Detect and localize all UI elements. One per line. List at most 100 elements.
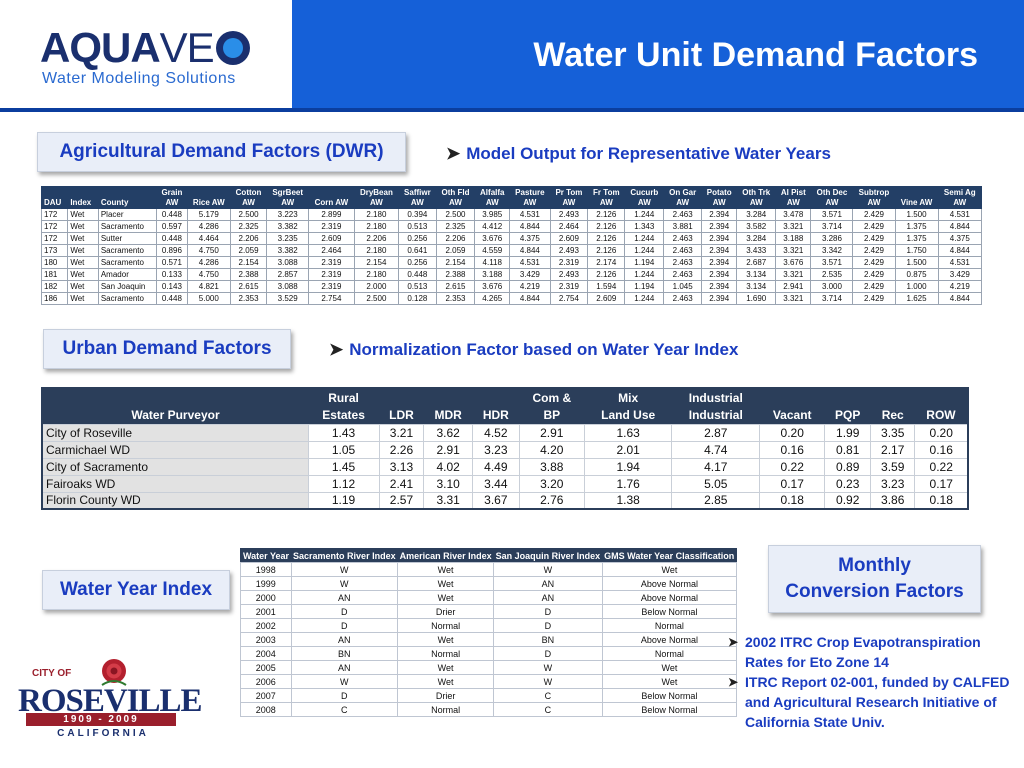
logo-bold-text: AQUA xyxy=(40,24,161,71)
table-cell: Below Normal xyxy=(601,688,738,703)
table-cell: 2.687 xyxy=(736,256,777,269)
table-cell: 2.394 xyxy=(701,256,738,269)
urban-table: Rural Com & Mix Industrial Water Purveyor Es… xyxy=(41,387,969,510)
column-header-line: Index xyxy=(70,198,92,207)
column-header: Index xyxy=(67,186,99,209)
logo-thin-text: VE xyxy=(159,24,215,71)
column-header-line: AW xyxy=(485,198,499,207)
table-cell: D xyxy=(290,688,399,703)
table-cell: 2.464 xyxy=(308,244,355,257)
column-header xyxy=(472,388,520,406)
column-header: County xyxy=(97,186,158,209)
column-header-line: Potato xyxy=(706,188,732,197)
table-cell: 1.594 xyxy=(587,280,626,293)
table-cell: 0.641 xyxy=(398,244,437,257)
table-cell: C xyxy=(493,702,603,717)
table-cell: 0.20 xyxy=(759,423,826,442)
table-cell: 2.463 xyxy=(663,256,703,269)
column-header-line: Vine AW xyxy=(900,198,933,207)
table-cell: 2.463 xyxy=(663,292,703,305)
column-header xyxy=(759,388,825,406)
table-row: 172 Wet Sutter 0.448 4.464 2.206 3.235 2.609 2.2… xyxy=(40,232,983,245)
table-cell: 1.12 xyxy=(307,474,380,493)
table-cell: W xyxy=(493,562,603,577)
table-cell: 2007 xyxy=(240,688,292,703)
table-cell: 2.91 xyxy=(518,423,585,442)
table-cell: 1.375 xyxy=(894,220,939,233)
table-cell: 2.615 xyxy=(435,280,476,293)
column-header-line: Fr Tom xyxy=(593,188,620,197)
table-row: Carmichael WD 1.05 2.26 2.91 3.23 4.20 2.01 4.7… xyxy=(41,440,969,459)
column-header: Semi Ag AW xyxy=(937,186,983,209)
table-cell: AN xyxy=(493,590,603,605)
table-cell: 4.375 xyxy=(937,232,983,245)
table-cell: 1.244 xyxy=(624,268,665,281)
column-header: DAU xyxy=(40,186,69,209)
table-cell: 0.16 xyxy=(914,440,969,459)
table-cell: 1.194 xyxy=(624,280,665,293)
table-cell: 3.478 xyxy=(775,208,812,221)
table-cell: 2.429 xyxy=(852,280,896,293)
table-cell: Wet xyxy=(67,268,99,281)
table-cell: 0.597 xyxy=(156,220,188,233)
table-cell: 172 xyxy=(40,220,69,233)
table-cell: City of Roseville xyxy=(41,423,309,442)
table-cell: 3.235 xyxy=(266,232,310,245)
table-cell: Wet xyxy=(67,292,99,305)
column-header: Cotton AW xyxy=(229,186,268,209)
table-cell: 2008 xyxy=(240,702,292,717)
table-cell: 0.143 xyxy=(156,280,188,293)
table-cell: 4.219 xyxy=(509,280,551,293)
table-cell: 2.126 xyxy=(587,208,626,221)
column-header: Cucurb AW xyxy=(624,186,665,209)
table-cell: 1.343 xyxy=(624,220,665,233)
table-row: 2001 D Drier D Below Normal xyxy=(240,604,738,619)
table-cell: W xyxy=(290,576,399,591)
table-header-row: Water Year Sacramento River Index American… xyxy=(240,548,737,563)
table-cell: 2.394 xyxy=(701,292,738,305)
table-cell: 2.01 xyxy=(583,440,673,459)
table-cell: 2.174 xyxy=(587,256,626,269)
table-row: 2002 D Normal D Normal xyxy=(240,618,738,633)
table-cell: 3.86 xyxy=(870,491,916,510)
table-cell: 1.500 xyxy=(894,256,939,269)
table-cell: 2.493 xyxy=(549,244,589,257)
column-header xyxy=(423,388,473,406)
table-cell: 1.244 xyxy=(624,208,665,221)
table-cell: 4.74 xyxy=(671,440,761,459)
column-header: MDR xyxy=(423,406,473,424)
water-year-label: Water Year Index xyxy=(42,570,230,610)
table-cell: 3.433 xyxy=(736,244,777,257)
column-header: Mix xyxy=(584,388,672,406)
table-cell: 3.342 xyxy=(810,244,854,257)
table-cell: 172 xyxy=(40,232,69,245)
table-cell: 1.000 xyxy=(894,280,939,293)
table-row: 2005 AN Wet W Wet xyxy=(240,660,738,675)
table-cell: Wet xyxy=(67,220,99,233)
table-cell: Wet xyxy=(397,590,495,605)
column-header: Alfalfa AW xyxy=(474,186,511,209)
table-cell: 2.394 xyxy=(701,244,738,257)
table-cell: 2.429 xyxy=(852,292,896,305)
column-header: Vine AW xyxy=(894,186,939,209)
table-header-row: DAU Index County Grain AW Rice AW Cotton AW SgrB… xyxy=(40,186,983,209)
table-cell: W xyxy=(493,660,603,675)
table-cell: 2.76 xyxy=(518,491,585,510)
column-header: Pr Tom AW xyxy=(549,186,589,209)
table-cell: 3.088 xyxy=(266,280,310,293)
logo-years: 1909 - 2009 xyxy=(26,713,176,726)
column-header-line: AW xyxy=(562,198,576,207)
column-header-line: SgrBeet xyxy=(272,188,304,197)
table-cell: D xyxy=(493,604,603,619)
table-cell: 1.76 xyxy=(583,474,673,493)
table-cell: 4.821 xyxy=(186,280,231,293)
column-header xyxy=(914,388,968,406)
column-header: American River Index xyxy=(397,548,494,563)
urban-bullet-text: Normalization Factor based on Water Year… xyxy=(349,340,739,359)
table-cell: 2.000 xyxy=(353,280,400,293)
agricultural-bullet-text: Model Output for Representative Water Ye… xyxy=(466,144,831,163)
column-header-line: AW xyxy=(410,198,424,207)
table-cell: Below Normal xyxy=(601,702,738,717)
table-row: 2008 C Normal C Below Normal xyxy=(240,702,738,717)
column-header-line: County xyxy=(100,198,129,207)
